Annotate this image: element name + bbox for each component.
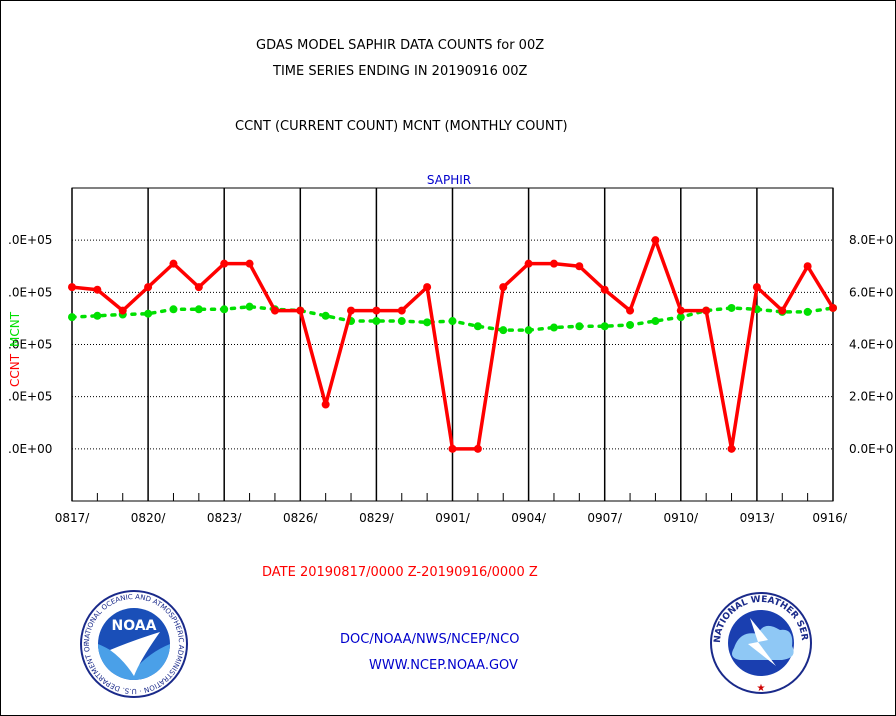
ccnt-point — [347, 306, 356, 315]
y-tick-labels-right: 0.0E+0 2.0E+0 4.0E+0 6.0E+0 8.0E+0 — [849, 233, 893, 456]
y-tick-labels-left: .0E+00 .0E+05 .0E+05 .0E+05 .0E+05 — [8, 233, 52, 456]
y-tick-label-left: .0E+05 — [8, 233, 52, 247]
mcnt-point — [220, 305, 229, 314]
x-tick-label: 0817/ — [55, 511, 91, 525]
ccnt-point — [600, 285, 609, 294]
mcnt-point — [626, 320, 635, 329]
ccnt-point — [296, 306, 305, 315]
ccnt-point — [118, 306, 127, 315]
x-tick-label: 0910/ — [664, 511, 700, 525]
mcnt-point — [473, 322, 482, 331]
ccnt-point — [524, 259, 533, 268]
mcnt-point — [245, 302, 254, 311]
mcnt-point — [321, 311, 330, 320]
x-tick-label: 0913/ — [740, 511, 776, 525]
chart-title-line2: TIME SERIES ENDING IN 20190916 00Z — [273, 64, 528, 79]
nws-logo: NATIONAL WEATHER SERVICE ★ — [0, 0, 812, 694]
y-tick-label-left: .0E+05 — [8, 338, 52, 352]
ccnt-point — [270, 306, 279, 315]
ccnt-point — [473, 444, 482, 453]
mcnt-point — [68, 313, 76, 322]
mcnt-point — [194, 305, 203, 314]
x-tick-label: 0829/ — [359, 511, 395, 525]
y-tick-label-right: 0.0E+0 — [849, 442, 893, 456]
ccnt-point — [549, 259, 558, 268]
x-tick-label: 0907/ — [587, 511, 623, 525]
ccnt-point — [245, 259, 254, 268]
ccnt-point — [169, 259, 178, 268]
ccnt-point — [702, 306, 711, 315]
mcnt-point — [448, 317, 457, 326]
y-tick-label-left: .0E+05 — [8, 390, 52, 404]
y-tick-label-right: 2.0E+0 — [849, 390, 893, 404]
x-tick-label: 0916/ — [812, 511, 848, 525]
mcnt-point — [423, 318, 432, 327]
series-ccnt — [68, 236, 837, 453]
ccnt-point — [68, 283, 76, 292]
ccnt-point — [803, 262, 812, 271]
x-tick-label: 0904/ — [511, 511, 547, 525]
x-tick-labels: 0817/0820/0823/0826/0829/0901/0904/0907/… — [55, 511, 848, 525]
mcnt-point — [93, 311, 102, 320]
chart-series-title: SAPHIR — [427, 173, 471, 187]
mcnt-point — [676, 313, 685, 322]
ccnt-point — [220, 259, 229, 268]
y-tick-label-right: 6.0E+0 — [849, 285, 893, 299]
x-tick-label: 0820/ — [131, 511, 167, 525]
ccnt-point — [93, 285, 102, 294]
noaa-logo-text: NOAA — [112, 618, 157, 634]
ccnt-point — [778, 306, 787, 315]
ccnt-point — [448, 444, 457, 453]
mcnt-point — [803, 307, 812, 316]
website-link[interactable]: WWW.NCEP.NOAA.GOV — [369, 658, 518, 673]
ccnt-point — [372, 306, 381, 315]
ccnt-point — [144, 283, 153, 292]
mcnt-point — [372, 317, 381, 326]
nws-star-icon: ★ — [757, 683, 766, 694]
mcnt-point — [651, 317, 660, 326]
ccnt-point — [575, 262, 584, 271]
mcnt-point — [397, 317, 406, 326]
y-tick-label-left: .0E+05 — [8, 285, 52, 299]
mcnt-point — [524, 326, 533, 335]
mcnt-point — [169, 305, 178, 314]
ccnt-point — [499, 283, 508, 292]
org-label: DOC/NOAA/NWS/NCEP/NCO — [340, 632, 520, 647]
ccnt-point — [626, 306, 635, 315]
chart-title-line1: GDAS MODEL SAPHIR DATA COUNTS for 00Z — [256, 38, 545, 53]
y-tick-label-left: .0E+00 — [8, 442, 52, 456]
ccnt-point — [651, 236, 660, 245]
y-axis-label-ccnt: CCNT — [8, 353, 22, 387]
ccnt-point — [397, 306, 406, 315]
ccnt-point — [321, 400, 330, 409]
ccnt-point — [752, 283, 761, 292]
chart-subtitle: CCNT (CURRENT COUNT) MCNT (MONTHLY COUNT… — [235, 119, 568, 134]
x-tick-label: 0901/ — [435, 511, 471, 525]
mcnt-point — [144, 309, 153, 318]
ccnt-point — [676, 306, 685, 315]
x-tick-label: 0823/ — [207, 511, 243, 525]
mcnt-point — [600, 322, 609, 331]
ccnt-point — [727, 444, 736, 453]
x-tick-label: 0826/ — [283, 511, 319, 525]
y-tick-label-right: 8.0E+0 — [849, 233, 893, 247]
y-tick-label-right: 4.0E+0 — [849, 338, 893, 352]
y-axis-label-mcnt: MCNT — [8, 311, 22, 347]
ccnt-point — [194, 283, 203, 292]
grid-lines — [71, 188, 834, 501]
date-range: DATE 20190817/0000 Z-20190916/0000 Z — [262, 565, 538, 580]
ccnt-point — [829, 303, 837, 312]
mcnt-point — [499, 326, 508, 335]
ccnt-point — [423, 283, 432, 292]
mcnt-point — [727, 303, 736, 312]
mcnt-point — [549, 323, 558, 332]
mcnt-point — [575, 322, 584, 331]
